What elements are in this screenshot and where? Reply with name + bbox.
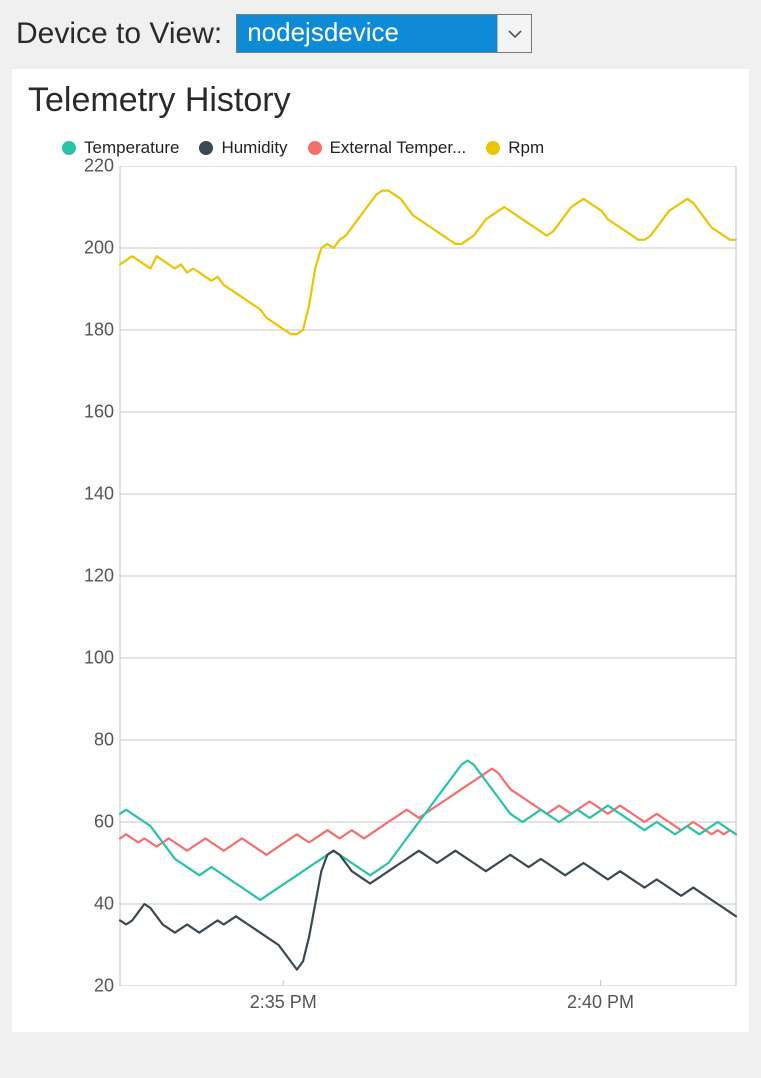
- chevron-down-icon: [497, 15, 531, 52]
- y-tick-label: 120: [84, 566, 114, 587]
- legend-swatch: [199, 141, 213, 155]
- x-tick-label: 2:35 PM: [250, 992, 317, 1013]
- x-axis-labels: 2:35 PM 2:40 PM: [24, 986, 737, 1016]
- y-tick-label: 100: [84, 648, 114, 669]
- legend-swatch: [62, 141, 76, 155]
- y-tick-label: 160: [84, 402, 114, 423]
- y-axis-labels: 20406080100120140160180200220: [24, 166, 120, 986]
- y-tick-label: 220: [84, 156, 114, 177]
- device-select-value: nodejsdevice: [237, 15, 497, 52]
- y-tick-label: 200: [84, 238, 114, 259]
- legend-swatch: [308, 141, 322, 155]
- chart-legend: Temperature Humidity External Temper... Rpm: [62, 138, 737, 158]
- device-select[interactable]: nodejsdevice: [236, 14, 532, 53]
- x-tick-label: 2:40 PM: [567, 992, 634, 1013]
- y-tick-label: 180: [84, 320, 114, 341]
- legend-item[interactable]: Humidity: [199, 138, 287, 158]
- y-tick-label: 60: [94, 812, 114, 833]
- telemetry-chart: [24, 166, 740, 986]
- panel-title: Telemetry History: [28, 81, 737, 120]
- chart-area: 20406080100120140160180200220 2:35 PM2:4…: [24, 166, 737, 1016]
- y-tick-label: 80: [94, 730, 114, 751]
- legend-item[interactable]: Rpm: [486, 138, 544, 158]
- y-tick-label: 40: [94, 894, 114, 915]
- legend-label: Humidity: [221, 138, 287, 158]
- legend-item[interactable]: Temperature: [62, 138, 179, 158]
- device-label: Device to View:: [16, 17, 222, 51]
- legend-swatch: [486, 141, 500, 155]
- telemetry-panel: Telemetry History Temperature Humidity Ext…: [12, 69, 749, 1032]
- y-tick-label: 140: [84, 484, 114, 505]
- header-bar: Device to View: nodejsdevice: [0, 0, 761, 63]
- legend-label: External Temper...: [330, 138, 467, 158]
- legend-label: Rpm: [508, 138, 544, 158]
- legend-item[interactable]: External Temper...: [308, 138, 467, 158]
